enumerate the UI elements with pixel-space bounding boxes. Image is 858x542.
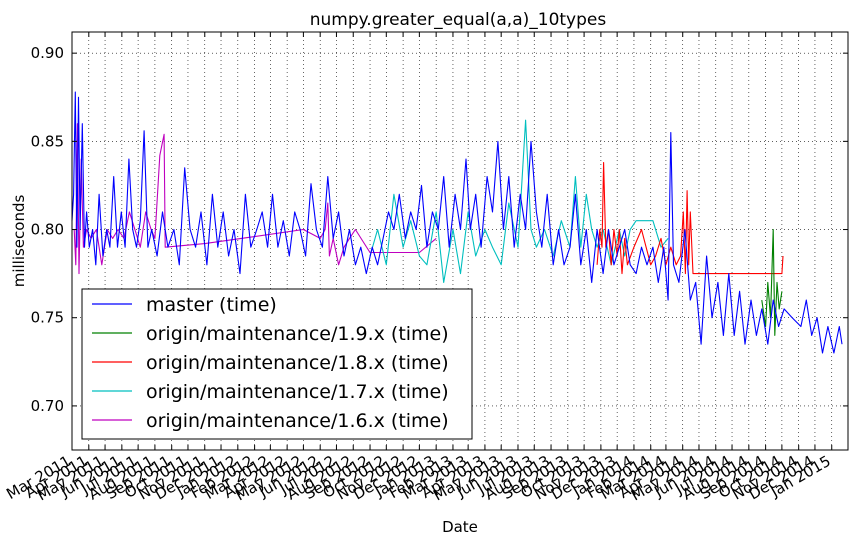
series-layer [71, 91, 843, 354]
legend-label: origin/maintenance/1.7.x (time) [146, 381, 449, 403]
series-line-0 [71, 91, 843, 354]
legend-label: origin/maintenance/1.6.x (time) [146, 410, 449, 432]
series-line-2 [596, 161, 784, 275]
legend-label: origin/maintenance/1.8.x (time) [146, 352, 449, 374]
series-line-4 [73, 123, 437, 275]
series-line-3 [369, 119, 669, 283]
y-axis: 0.70 0.75 0.80 0.85 0.90 [31, 44, 848, 415]
legend-box [81, 288, 473, 440]
legend-label: origin/maintenance/1.9.x (time) [146, 323, 449, 345]
y-tick-label: 0.80 [31, 221, 64, 239]
y-tick-label: 0.70 [31, 397, 64, 415]
legend: master (time) origin/maintenance/1.9.x (t… [81, 288, 473, 440]
series-line-1 [761, 228, 783, 336]
y-tick-label: 0.75 [31, 309, 64, 327]
y-tick-label: 0.85 [31, 132, 64, 150]
plot-frame [71, 31, 849, 451]
x-axis-label: Date [442, 518, 478, 536]
legend-label: master (time) [146, 294, 277, 316]
chart-title: numpy.greater_equal(a,a)_10types [310, 10, 607, 30]
y-tick-label: 0.90 [31, 44, 64, 62]
y-axis-label: milliseconds [10, 195, 28, 288]
